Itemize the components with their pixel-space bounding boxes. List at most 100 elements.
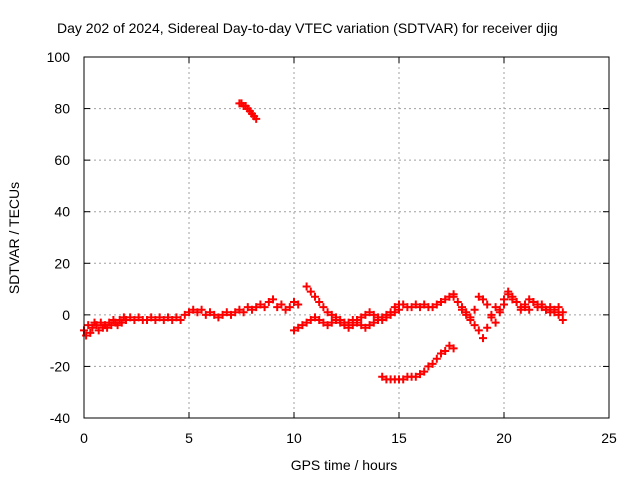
data-point xyxy=(474,326,483,335)
data-point xyxy=(525,295,534,304)
data-point xyxy=(84,321,93,330)
data-point xyxy=(411,372,420,381)
data-point xyxy=(558,308,567,317)
x-tick-label: 0 xyxy=(80,430,88,446)
data-point xyxy=(302,318,311,327)
data-point xyxy=(130,316,139,325)
y-tick-label: -40 xyxy=(50,410,70,426)
data-point xyxy=(323,321,332,330)
data-point xyxy=(252,303,261,312)
data-point xyxy=(529,297,538,306)
y-tick-label: 0 xyxy=(62,307,70,323)
data-point xyxy=(445,341,454,350)
y-tick-label: 20 xyxy=(54,255,70,271)
data-series xyxy=(378,341,458,384)
data-point xyxy=(542,305,550,314)
data-point xyxy=(411,300,420,309)
data-point xyxy=(96,318,105,327)
y-tick-label: 40 xyxy=(54,204,70,220)
data-point xyxy=(479,295,487,304)
data-point xyxy=(197,305,206,314)
data-point xyxy=(420,367,429,376)
data-point xyxy=(369,310,378,319)
data-point xyxy=(483,323,492,332)
data-point xyxy=(466,313,475,322)
x-axis-ticks: 0 5 10 15 20 25 xyxy=(80,57,617,446)
data-point xyxy=(344,318,353,327)
data-point xyxy=(248,305,256,314)
data-point xyxy=(155,313,164,322)
data-point xyxy=(428,359,437,368)
data-point xyxy=(537,300,546,309)
data-point xyxy=(386,310,395,319)
data-point xyxy=(285,303,294,312)
data-point xyxy=(483,300,492,309)
data-point xyxy=(206,308,214,317)
data-point xyxy=(82,331,91,340)
data-point xyxy=(374,313,382,322)
data-point xyxy=(201,310,210,319)
data-point xyxy=(235,305,244,314)
data-point xyxy=(290,297,298,306)
data-point xyxy=(353,316,361,325)
y-tick-label: 80 xyxy=(54,101,70,117)
data-point xyxy=(298,321,307,330)
data-point xyxy=(416,303,424,312)
x-tick-label: 10 xyxy=(286,430,302,446)
data-point xyxy=(474,292,483,301)
data-point xyxy=(113,321,122,330)
data-point xyxy=(294,323,303,332)
data-point xyxy=(231,308,240,317)
data-point xyxy=(327,310,336,319)
data-point xyxy=(361,323,370,332)
data-point xyxy=(269,295,277,304)
data-point xyxy=(176,316,185,325)
data-point xyxy=(94,326,103,335)
x-tick-label: 15 xyxy=(391,430,407,446)
data-point xyxy=(159,316,168,325)
data-point xyxy=(462,308,471,317)
data-point xyxy=(470,321,479,330)
data-point xyxy=(227,310,235,319)
data-point xyxy=(294,300,303,309)
data-point xyxy=(239,308,248,317)
data-point xyxy=(302,282,311,291)
data-point xyxy=(512,297,521,306)
chart-title: Day 202 of 2024, Sidereal Day-to-day VTE… xyxy=(57,20,558,36)
data-point xyxy=(399,375,408,384)
x-axis-label: GPS time / hours xyxy=(291,457,398,473)
data-point xyxy=(361,310,370,319)
data-series xyxy=(80,295,303,340)
data-point xyxy=(336,316,345,325)
data-point xyxy=(407,303,416,312)
x-tick-label: 25 xyxy=(601,430,617,446)
data-point xyxy=(458,303,466,312)
data-point xyxy=(151,316,160,325)
data-point xyxy=(357,313,366,322)
data-point xyxy=(491,303,500,312)
data-point xyxy=(264,297,273,306)
data-point xyxy=(252,114,261,123)
data-point xyxy=(147,313,156,322)
data-point xyxy=(189,305,198,314)
data-point xyxy=(260,303,269,312)
data-point xyxy=(126,313,135,322)
data-point xyxy=(172,313,181,322)
data-point xyxy=(306,287,315,296)
data-point xyxy=(143,316,151,325)
data-point xyxy=(470,305,479,314)
data-point xyxy=(218,310,227,319)
data-point xyxy=(281,305,290,314)
y-tick-label: 60 xyxy=(54,152,70,168)
data-point xyxy=(399,300,408,309)
data-point xyxy=(432,300,441,309)
data-point xyxy=(222,308,231,317)
data-point xyxy=(311,292,319,301)
data-point xyxy=(185,308,193,317)
data-point xyxy=(92,321,101,330)
data-point xyxy=(164,313,172,322)
data-point xyxy=(428,303,437,312)
data-point xyxy=(508,292,517,301)
data-point xyxy=(117,318,126,327)
